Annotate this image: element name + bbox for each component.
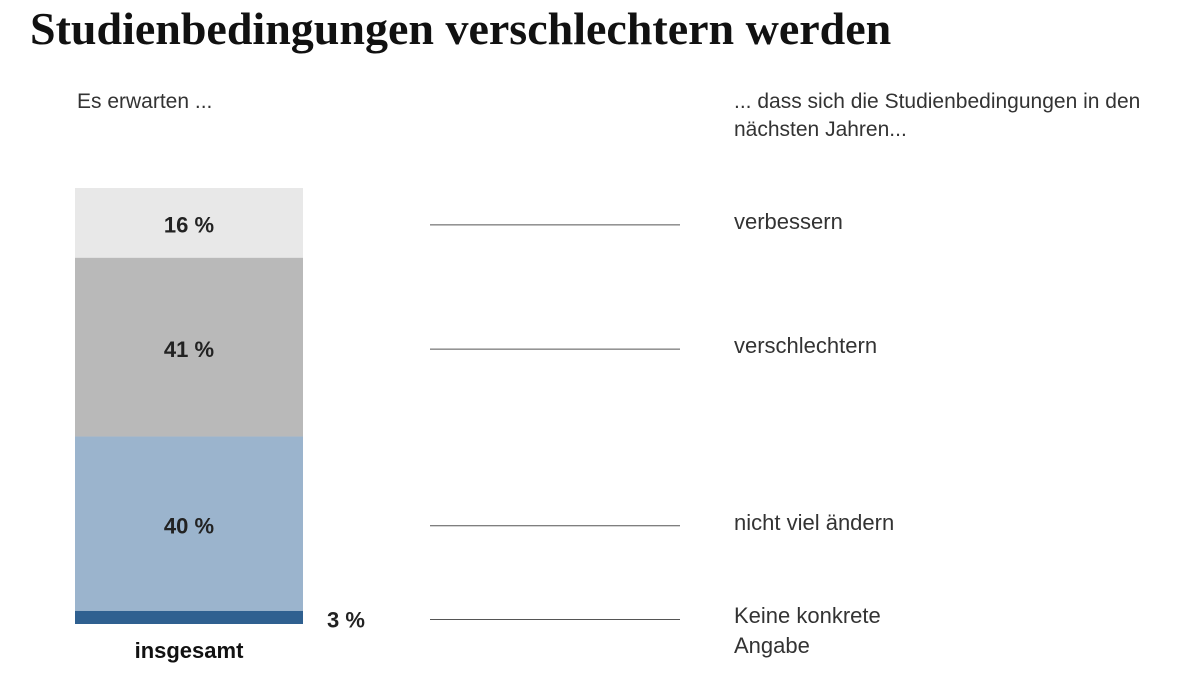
value-label: 16 %	[164, 213, 214, 238]
category-label: insgesamt	[135, 638, 244, 663]
bar-segment	[75, 610, 303, 624]
legend-label: verschlechtern	[734, 333, 878, 359]
left-header: Es erwarten ...	[77, 90, 213, 113]
value-label: 3 %	[327, 607, 365, 632]
value-label: 40 %	[164, 514, 214, 539]
bar-segment	[75, 257, 303, 437]
legend-label: Keine konkrete Angabe	[734, 603, 881, 659]
right-header: ... dass sich die Studienbedingungen in …	[734, 90, 1141, 141]
legend-label: verbessern	[734, 208, 843, 234]
bar-segment	[75, 188, 303, 258]
bar-segment	[75, 436, 303, 611]
legend-label: nicht viel ändern	[734, 509, 895, 535]
value-label: 41 %	[164, 337, 214, 362]
chart-title: Studienbedingungen verschlechtern werden	[30, 3, 892, 54]
